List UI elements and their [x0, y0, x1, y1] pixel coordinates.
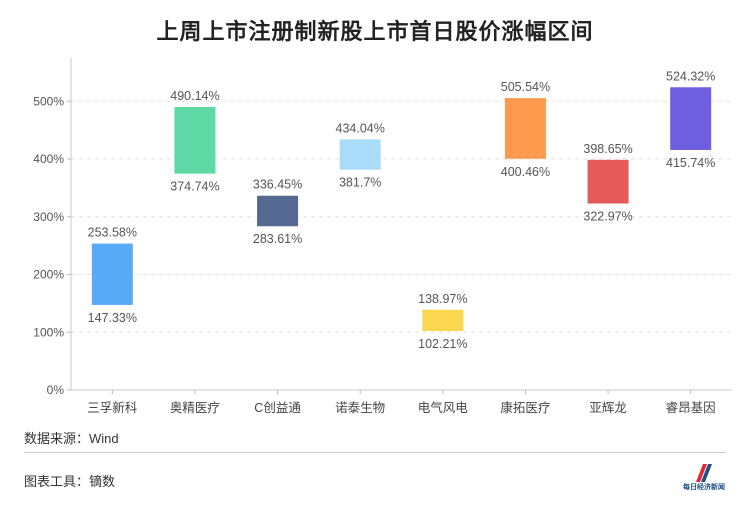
x-tick-label: 三孚新科	[87, 400, 138, 415]
chart-tool-note: 图表工具：镝数	[24, 474, 116, 489]
low-value-label: 283.61%	[253, 232, 302, 246]
low-value-label: 381.7%	[339, 176, 381, 190]
low-value-label: 374.74%	[170, 180, 219, 194]
y-tick-label: 300%	[33, 210, 64, 224]
chart-title: 上周上市注册制新股上市首日股价涨幅区间	[156, 19, 594, 44]
x-tick-label: 电气风电	[418, 400, 469, 415]
high-value-label: 434.04%	[336, 121, 385, 135]
y-tick-label: 200%	[33, 268, 64, 282]
low-value-label: 415.74%	[666, 156, 715, 170]
range-bar	[174, 106, 216, 174]
range-bar	[587, 159, 629, 204]
range-bar-chart: 0% 100% 200% 300% 400% 500% 253.58% 147.33% 三孚新科…	[33, 58, 732, 415]
data-source-note: 数据来源：Wind	[24, 431, 119, 446]
x-tick-label: 亚辉龙	[589, 401, 627, 415]
high-value-label: 336.45%	[253, 178, 302, 192]
high-value-label: 398.65%	[583, 142, 632, 156]
nbd-logo-icon	[696, 464, 712, 482]
range-bar	[670, 87, 712, 150]
x-tick-label: 睿昂基因	[666, 400, 716, 415]
x-tick-label: 奥精医疗	[170, 401, 220, 415]
low-value-label: 147.33%	[88, 311, 137, 325]
range-bar	[91, 243, 133, 305]
low-value-label: 102.21%	[418, 337, 467, 351]
y-tick-label: 400%	[33, 152, 64, 166]
range-bar	[339, 139, 381, 170]
range-bar	[504, 98, 546, 159]
range-bar	[257, 195, 299, 227]
low-value-label: 400.46%	[501, 165, 550, 179]
x-tick-label: 康拓医疗	[500, 400, 550, 415]
x-tick-label: 诺泰生物	[335, 401, 385, 415]
x-tick-label: C创益通	[254, 401, 301, 415]
high-value-label: 253.58%	[88, 226, 137, 240]
nbd-logo-text: 每日经济新闻	[683, 484, 725, 491]
y-tick-label: 100%	[33, 325, 64, 339]
footer-divider	[24, 452, 726, 453]
high-value-label: 138.97%	[418, 292, 467, 306]
high-value-label: 524.32%	[666, 69, 715, 83]
high-value-label: 490.14%	[170, 89, 219, 103]
low-value-label: 322.97%	[583, 210, 632, 224]
high-value-label: 505.54%	[501, 80, 550, 94]
range-bar	[422, 309, 464, 331]
y-tick-label: 500%	[33, 94, 64, 108]
y-tick-label: 0%	[47, 383, 65, 397]
